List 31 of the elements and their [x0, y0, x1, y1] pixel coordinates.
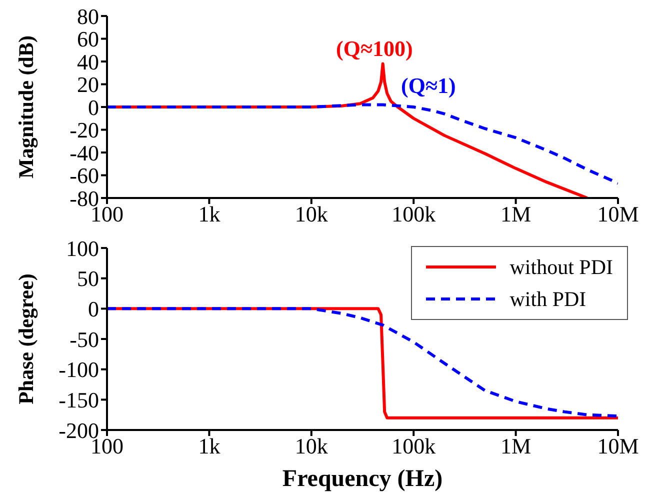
y-tick-label: -40 — [70, 140, 99, 166]
x-tick-label: 1M — [500, 202, 532, 227]
y-tick-label: -50 — [70, 326, 99, 352]
y-axis-title: Magnitude (dB) — [14, 36, 38, 178]
x-tick-label: 10M — [597, 434, 639, 459]
x-tick-label: 100k — [392, 202, 436, 227]
x-tick-label: 1k — [198, 202, 220, 227]
y-tick-label: 20 — [77, 72, 99, 98]
annotation: (Q≈1) — [401, 73, 456, 99]
y-tick-label: -100 — [58, 357, 99, 382]
y-tick-label: 100 — [66, 236, 99, 261]
x-axis-title: Frequency (Hz) — [281, 465, 444, 494]
legend-label: without PDI — [510, 254, 613, 280]
annotation: (Q≈100) — [336, 36, 413, 62]
x-tick-label: 10k — [294, 202, 328, 227]
y-tick-label: 50 — [77, 266, 99, 292]
y-tick-label: 60 — [77, 26, 99, 52]
y-tick-label: -60 — [70, 163, 99, 188]
y-tick-label: -150 — [58, 387, 99, 412]
x-tick-label: 1k — [198, 434, 220, 459]
x-tick-label: 10k — [294, 434, 328, 459]
y-tick-label: 0 — [88, 296, 99, 322]
y-tick-label: -20 — [70, 118, 99, 143]
x-tick-label: 10M — [597, 202, 639, 227]
legend-label: with PDI — [510, 286, 586, 312]
y-axis-title: Phase (degree) — [14, 274, 38, 404]
x-tick-label: 100k — [392, 434, 436, 459]
x-tick-label: 1M — [500, 434, 532, 459]
y-tick-label: 40 — [77, 49, 99, 74]
y-tick-label: 0 — [88, 94, 99, 120]
y-tick-label: 80 — [77, 4, 99, 29]
